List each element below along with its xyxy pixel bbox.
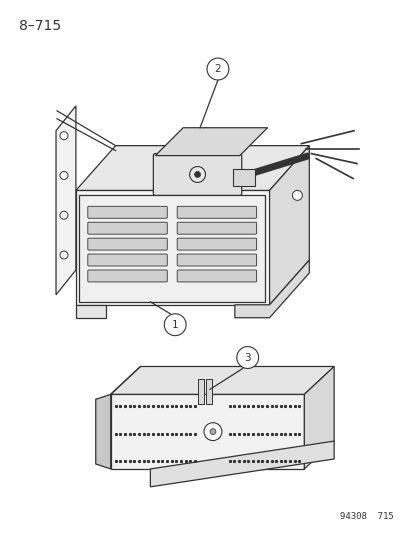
FancyBboxPatch shape bbox=[177, 206, 256, 218]
Circle shape bbox=[209, 429, 216, 434]
Circle shape bbox=[60, 211, 68, 219]
Text: 1: 1 bbox=[171, 320, 178, 330]
Polygon shape bbox=[150, 441, 333, 487]
Circle shape bbox=[164, 314, 186, 336]
FancyBboxPatch shape bbox=[197, 379, 204, 404]
Circle shape bbox=[206, 58, 228, 80]
FancyBboxPatch shape bbox=[232, 168, 254, 187]
FancyBboxPatch shape bbox=[153, 154, 241, 196]
Polygon shape bbox=[110, 394, 304, 469]
Polygon shape bbox=[76, 305, 105, 318]
Polygon shape bbox=[269, 146, 309, 305]
Circle shape bbox=[60, 132, 68, 140]
FancyBboxPatch shape bbox=[88, 206, 167, 218]
Polygon shape bbox=[95, 394, 110, 469]
Polygon shape bbox=[110, 367, 333, 394]
Text: 94308  715: 94308 715 bbox=[339, 512, 393, 521]
FancyBboxPatch shape bbox=[177, 254, 256, 266]
FancyBboxPatch shape bbox=[88, 254, 167, 266]
Polygon shape bbox=[110, 367, 140, 394]
Circle shape bbox=[204, 423, 221, 441]
Polygon shape bbox=[76, 146, 309, 190]
Polygon shape bbox=[304, 367, 333, 469]
Text: 3: 3 bbox=[244, 352, 250, 362]
FancyBboxPatch shape bbox=[88, 222, 167, 234]
Polygon shape bbox=[78, 196, 264, 302]
Polygon shape bbox=[155, 128, 267, 156]
FancyBboxPatch shape bbox=[177, 222, 256, 234]
Circle shape bbox=[189, 166, 205, 182]
FancyBboxPatch shape bbox=[206, 379, 211, 404]
Text: 2: 2 bbox=[214, 64, 221, 74]
Circle shape bbox=[60, 172, 68, 180]
Circle shape bbox=[60, 251, 68, 259]
Polygon shape bbox=[76, 190, 269, 305]
FancyBboxPatch shape bbox=[177, 238, 256, 250]
Text: 8–715: 8–715 bbox=[19, 19, 61, 33]
Polygon shape bbox=[56, 106, 76, 295]
Circle shape bbox=[194, 172, 200, 177]
Circle shape bbox=[236, 346, 258, 368]
Polygon shape bbox=[234, 260, 309, 318]
FancyBboxPatch shape bbox=[88, 270, 167, 282]
Circle shape bbox=[292, 190, 301, 200]
FancyBboxPatch shape bbox=[88, 238, 167, 250]
FancyBboxPatch shape bbox=[177, 270, 256, 282]
